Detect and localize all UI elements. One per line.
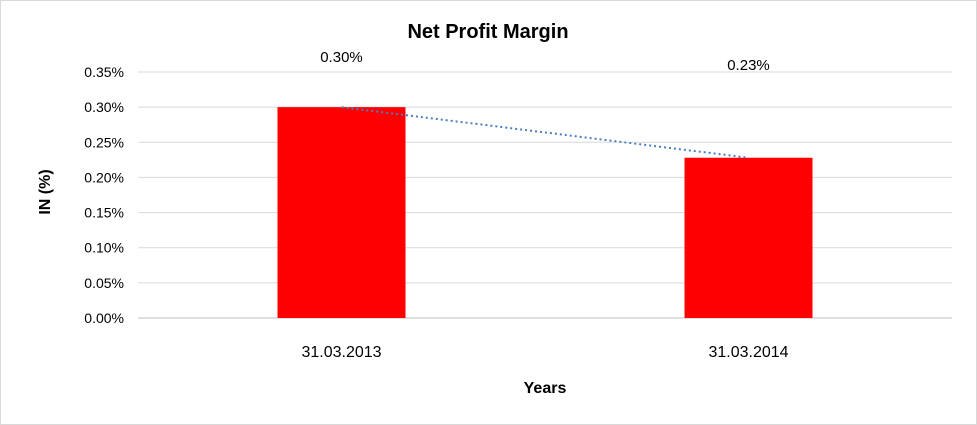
bars (277, 107, 813, 319)
bar (277, 107, 406, 319)
y-tick-label: 0.00% (84, 310, 124, 326)
category-labels: 31.03.2013 31.03.2014 (301, 344, 788, 361)
y-tick-label: 0.10% (84, 240, 124, 256)
chart-title: Net Profit Margin (407, 21, 568, 43)
trendline-path (341, 106, 749, 159)
category-label: 31.03.2014 (708, 344, 788, 361)
y-tick-label: 0.25% (84, 134, 124, 150)
y-axis-title: IN (%) (37, 169, 54, 214)
data-labels: 0.30% 0.23% (320, 49, 770, 74)
gridlines (138, 71, 952, 319)
y-tick-label: 0.20% (84, 169, 124, 185)
y-tick-labels: 0.00% 0.05% 0.10% 0.15% 0.20% 0.25% 0.30% 0.35% (84, 64, 124, 326)
y-tick-label: 0.05% (84, 275, 124, 291)
data-label: 0.30% (320, 49, 363, 66)
x-axis-title: Years (524, 380, 567, 397)
y-tick-label: 0.30% (84, 99, 124, 115)
y-tick-label: 0.35% (84, 64, 124, 80)
y-tick-label: 0.15% (84, 205, 124, 221)
bar (684, 157, 813, 318)
data-label: 0.23% (727, 57, 770, 74)
category-label: 31.03.2013 (301, 344, 381, 361)
trendline (341, 106, 749, 159)
